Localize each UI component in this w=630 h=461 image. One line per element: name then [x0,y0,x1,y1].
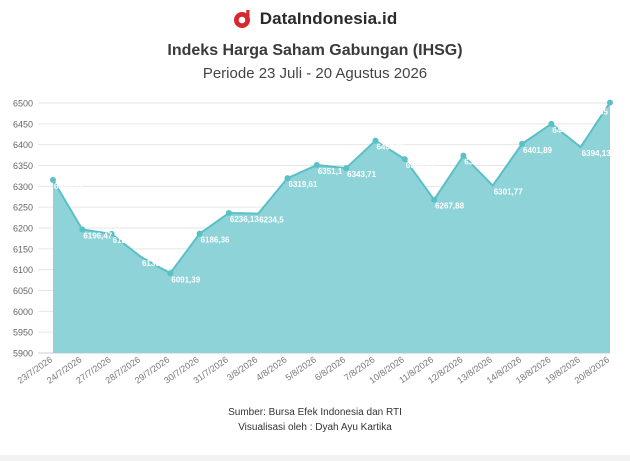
chart-title: Indeks Harga Saham Gabungan (IHSG) [167,42,463,59]
y-tick-label: 6150 [13,244,33,254]
data-label: 6501,05 [579,108,608,117]
bottom-bar [0,455,630,461]
data-point [225,209,232,216]
data-point [519,140,526,147]
data-point [548,120,555,127]
series-line [52,102,611,275]
data-label: 6236,13 [230,215,259,224]
data-indonesia-logo-icon [233,10,250,28]
x-tick-label: 6/8/2026 [313,354,347,382]
x-tick-label: 4/8/2026 [254,354,288,382]
data-label: 6186,36 [201,236,230,245]
data-point [372,137,379,144]
y-tick-label: 6050 [13,286,33,296]
data-label: 6185,78 [113,236,142,245]
data-point [167,270,174,277]
y-tick-label: 6200 [13,224,33,234]
data-point [196,230,203,237]
y-tick-label: 6250 [13,203,33,213]
data-label: 6130,59 [142,259,171,268]
data-label: 6351,1 [318,167,343,176]
data-label: 6091,39 [171,275,200,284]
data-point [431,196,438,203]
y-tick-label: 6400 [13,140,33,150]
data-label: 6315,31 [54,182,83,191]
data-point [313,162,320,169]
chart-footer: Sumber: Bursa Efek Indonesia dan RTI Vis… [0,405,630,435]
y-tick-label: 6300 [13,182,33,192]
data-point [401,156,408,163]
chart-subtitle: Periode 23 Juli - 20 Agustus 2026 [202,65,428,82]
ihsg-area-chart: 5900 5950 6000 6050 6100 6150 6200 6250 6300 6350… [13,99,613,386]
y-tick-label: 5900 [13,349,33,359]
credit-note: Visualisasi oleh : Dyah Ayu Kartika [238,422,392,433]
data-point [607,99,613,106]
y-tick-label: 6100 [13,265,33,275]
source-note: Sumber: Bursa Efek Indonesia dan RTI [228,407,402,418]
data-label: 6401,89 [523,146,552,155]
x-tick-label: 3/8/2026 [225,354,259,382]
series-area [53,102,610,353]
data-label: 6449,83 [552,126,581,135]
data-label: 6301,77 [494,188,523,197]
data-point [50,176,56,183]
data-point [284,175,291,182]
data-label: 6319,61 [289,180,318,189]
brand-header: DataIndonesia.id [0,9,630,29]
y-tick-label: 5950 [13,328,33,338]
data-label: 6409,65 [376,143,405,152]
data-point [79,226,86,233]
y-tick-label: 6450 [13,119,33,129]
y-tick-label: 6500 [13,99,33,109]
data-label: 6196,47 [83,231,112,240]
data-label: 6373,65 [464,158,493,167]
data-label: 6234,5 [259,216,284,225]
brand-name: DataIndonesia.id [259,9,398,28]
data-label: 6394,13 [582,149,611,158]
data-label: 6267,88 [435,202,464,211]
data-label: 6365,37 [406,161,435,170]
y-tick-label: 6350 [13,161,33,171]
data-point [460,152,467,159]
data-label: 6343,71 [347,170,376,179]
data-point [108,230,115,237]
y-tick-label: 6000 [13,307,33,317]
x-tick-label: 5/8/2026 [284,354,318,382]
data-point [343,165,350,172]
